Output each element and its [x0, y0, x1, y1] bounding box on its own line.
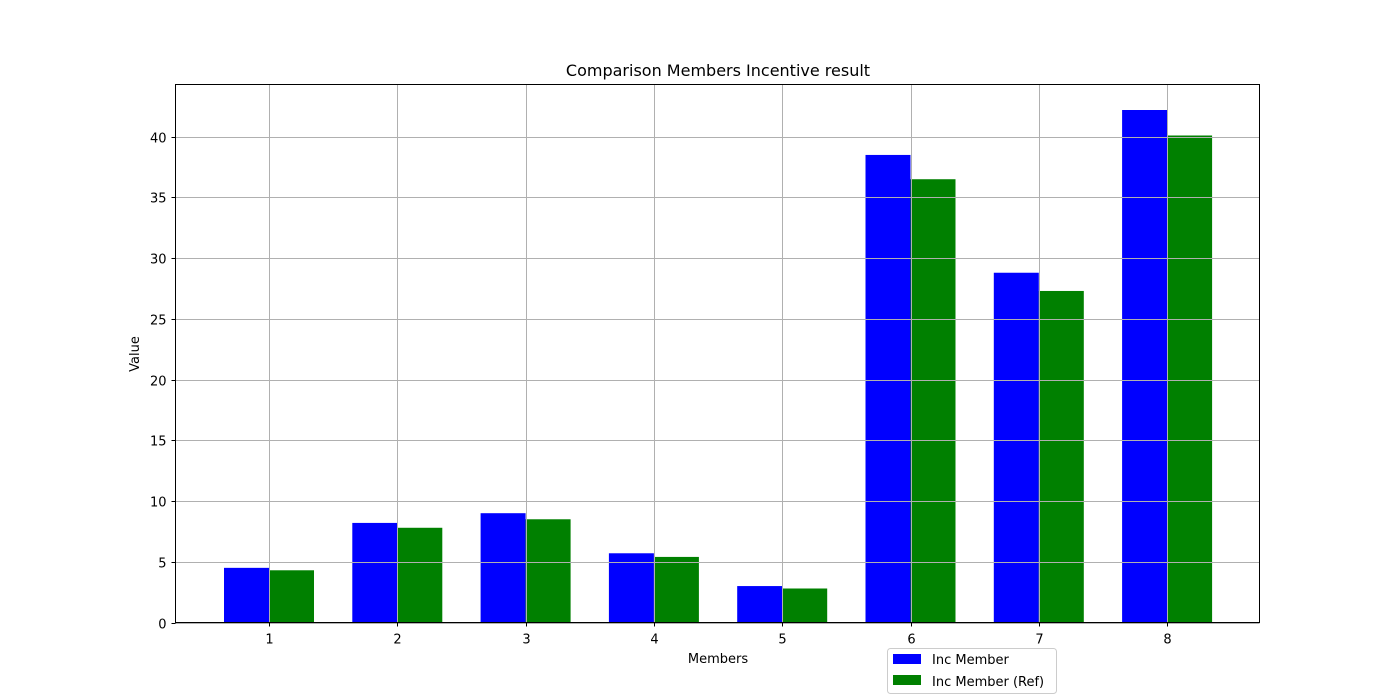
x-tick-label: 1: [265, 633, 273, 648]
y-axis-ticks: 0 5 10 15 20 25 30 35 40: [150, 132, 176, 633]
y-tick-label: 40: [150, 132, 167, 147]
grid-lines: [175, 84, 1260, 624]
bar-inc-member-6: [865, 154, 911, 623]
bars: [175, 84, 1260, 624]
plot-area-frame: [175, 84, 1260, 623]
y-tick-label: 5: [158, 557, 166, 572]
bar-inc-member-ref-8: [1167, 135, 1213, 623]
legend: Inc Member Inc Member (Ref): [887, 648, 1057, 694]
x-tick-label: 5: [778, 633, 786, 648]
x-tick-label: 7: [1035, 633, 1043, 648]
x-tick-label: 2: [393, 633, 401, 648]
bar-inc-member-3: [480, 513, 526, 623]
bar-inc-member-ref-4: [653, 556, 699, 623]
y-tick-label: 30: [150, 253, 167, 268]
legend-swatch-inc-member: [893, 654, 921, 664]
bar-inc-member-ref-5: [782, 588, 828, 623]
x-tick-label: 6: [907, 633, 915, 648]
legend-label-inc-member: Inc Member: [932, 653, 1009, 668]
y-tick-label: 25: [150, 314, 167, 329]
legend-swatch-inc-member-ref: [893, 675, 921, 685]
bar-inc-member-ref-7: [1038, 290, 1084, 623]
bar-inc-member-ref-2: [397, 527, 443, 623]
x-axis-label: Members: [688, 652, 748, 667]
bar-inc-member-7: [993, 272, 1039, 623]
bar-inc-member-ref-3: [525, 519, 571, 623]
x-tick-label: 4: [650, 633, 658, 648]
y-tick-label: 15: [150, 435, 167, 450]
x-tick-label: 3: [522, 633, 530, 648]
bar-inc-member-2: [352, 522, 398, 623]
y-tick-label: 10: [150, 496, 167, 511]
bar-inc-member-4: [608, 553, 654, 623]
chart-title: Comparison Members Incentive result: [566, 61, 870, 80]
bar-inc-member-1: [224, 567, 269, 623]
y-tick-label: 35: [150, 192, 167, 207]
x-tick-label: 8: [1163, 633, 1171, 648]
y-tick-label: 20: [150, 375, 167, 390]
bar-inc-member-5: [737, 586, 783, 623]
y-tick-label: 0: [158, 618, 166, 633]
bar-inc-member-8: [1122, 110, 1168, 623]
bar-inc-member-ref-1: [269, 570, 314, 623]
legend-frame: [887, 648, 1057, 694]
y-axis-label: Value: [128, 336, 143, 372]
legend-label-inc-member-ref: Inc Member (Ref): [932, 675, 1044, 690]
bar-inc-member-ref-6: [910, 179, 956, 623]
x-axis-ticks: 1 2 3 4 5 6 7 8: [265, 622, 1172, 648]
